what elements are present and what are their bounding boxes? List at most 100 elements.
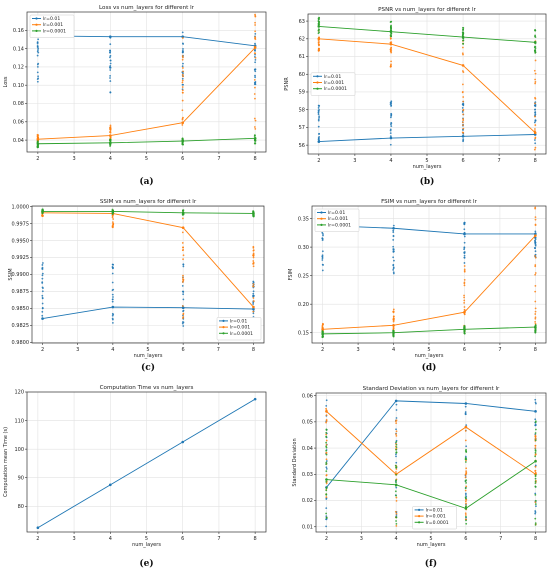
scatter-point [322, 233, 324, 235]
scatter-point [325, 463, 328, 466]
scatter-point [318, 23, 320, 26]
line-marker [252, 307, 255, 311]
scatter-point [464, 494, 467, 496]
x-tick-label: 4 [392, 347, 395, 353]
scatter-point [253, 93, 256, 95]
scatter-point [252, 292, 255, 295]
series-1 [36, 13, 257, 144]
legend-marker [35, 17, 38, 20]
scatter-point [463, 296, 465, 299]
scatter-point [252, 290, 255, 293]
y-tick-label: 0.9875 [12, 289, 30, 295]
series-line [318, 38, 536, 134]
scatter-point [534, 398, 537, 401]
line-marker [533, 131, 537, 135]
scatter-point [325, 453, 328, 456]
line-marker [463, 232, 466, 236]
scatter-point [534, 475, 537, 478]
series-0 [36, 397, 257, 530]
line-marker [111, 210, 115, 213]
scatter-point [321, 269, 324, 272]
scatter-point [317, 18, 320, 21]
chart-panel-5: 2 3 4 5 6 7 8 0.01 0.02 0.03 0.04 0.05 0.06 Standard … [292, 386, 547, 569]
scatter-point [317, 32, 320, 35]
scatter-point [325, 433, 328, 436]
scatter-point [534, 316, 537, 319]
scatter-point [317, 110, 320, 113]
plot-frame [307, 13, 547, 155]
x-tick-label: 6 [181, 156, 184, 162]
scatter-point [461, 52, 464, 55]
scatter-point [462, 53, 464, 56]
y-tick-label: 0.20 [298, 302, 309, 308]
scatter-point [182, 116, 184, 119]
scatter-point [321, 326, 324, 329]
legend-label: lr=0.01 [43, 16, 60, 22]
plot-frame [31, 205, 265, 344]
line-marker [321, 328, 324, 331]
scatter-point [252, 253, 255, 256]
series-1 [317, 29, 537, 151]
scatter-point [109, 127, 111, 130]
scatter-point [252, 265, 255, 268]
scatter-point [463, 308, 466, 311]
scatter-point [534, 418, 537, 421]
scatter-point [462, 119, 465, 122]
scatter-point [464, 496, 467, 499]
line-marker [41, 210, 44, 213]
scatter-point [534, 137, 537, 140]
scatter-point [395, 446, 398, 449]
line-marker [325, 478, 328, 481]
x-tick-label: 6 [182, 347, 185, 353]
scatter-point [461, 83, 464, 86]
scatter-point [533, 139, 536, 141]
scatter-point [534, 35, 536, 38]
scatter-point [41, 286, 44, 289]
scatter-point [462, 121, 464, 124]
scatter-point [317, 138, 320, 141]
y-tick-label: 59 [299, 90, 305, 96]
scatter-point [109, 59, 112, 62]
scatter-point [465, 519, 467, 522]
scatter-point [318, 41, 320, 43]
x-tick-label: 5 [145, 536, 148, 542]
y-tick-label: 0.03 [302, 472, 313, 478]
scatter-point [534, 317, 537, 320]
legend-label: lr=0.0001 [328, 222, 351, 228]
scatter-point [395, 453, 397, 456]
scatter-point [464, 439, 467, 442]
scatter-point [534, 113, 537, 116]
scatter-point [109, 69, 112, 71]
scatter-point [181, 143, 184, 145]
scatter-point [111, 321, 114, 324]
y-tick-label: 60 [299, 72, 305, 78]
scatter-point [317, 136, 320, 139]
x-tick-label: 2 [41, 347, 44, 353]
scatter-point [534, 115, 536, 118]
scatter-point [395, 523, 398, 525]
scatter-point [463, 268, 466, 271]
scatter-point [392, 224, 395, 227]
scatter-point [37, 38, 40, 41]
scatter-point [534, 328, 537, 331]
x-axis-label: num_layers [415, 353, 444, 359]
x-tick-label: 3 [72, 536, 75, 542]
scatter-point [317, 43, 320, 46]
line-marker [36, 137, 40, 141]
scatter-point [463, 246, 466, 249]
scatter-point [395, 443, 398, 446]
scatter-point [534, 523, 537, 526]
line-marker [252, 212, 255, 215]
series-line [326, 400, 536, 488]
scatter-point [392, 267, 395, 270]
scatter-point [325, 460, 328, 462]
scatter-point [464, 500, 467, 503]
scatter-point [395, 461, 398, 464]
scatter-point [389, 21, 392, 23]
line-marker [389, 42, 393, 46]
line-marker [534, 459, 537, 463]
scatter-point [111, 281, 114, 284]
y-axis-label: FSIM [288, 269, 294, 281]
line-marker [108, 141, 112, 145]
